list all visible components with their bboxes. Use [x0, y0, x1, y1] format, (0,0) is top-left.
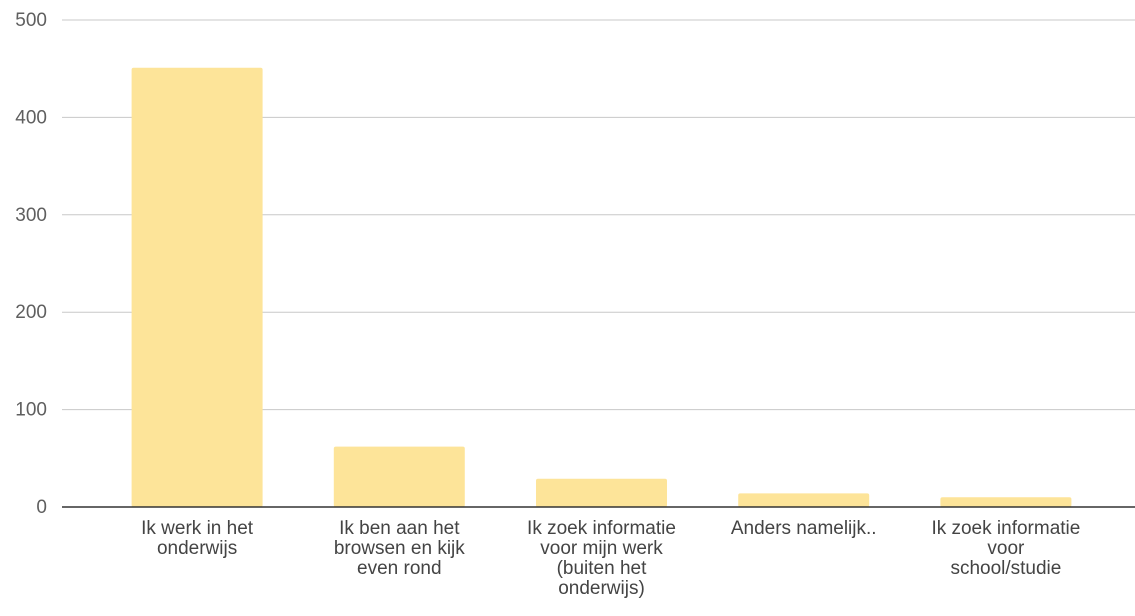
x-category-label-line: voor mijn werk — [540, 538, 663, 559]
bar — [536, 478, 667, 507]
x-category-label-line: Ik zoek informatie — [527, 518, 676, 539]
y-tick-label: 400 — [15, 107, 47, 128]
x-category-label-line: browsen en kijk — [334, 538, 465, 559]
x-category-label-line: Ik werk in het — [141, 518, 254, 539]
y-axis-ticks: 0 100 200 300 400 500 — [15, 10, 47, 518]
bar — [131, 67, 263, 507]
x-category-label: Ik zoek informatie voor school/studie — [931, 518, 1080, 579]
y-tick-label: 300 — [15, 205, 47, 226]
x-category-label-line: Ik zoek informatie — [931, 518, 1080, 539]
bar — [738, 493, 870, 507]
x-category-label-line: onderwijs) — [558, 578, 645, 599]
x-category-label: Anders namelijk.. — [731, 518, 877, 539]
bars — [131, 67, 1072, 507]
x-category-label-line: Anders namelijk.. — [731, 518, 877, 539]
x-category-label-line: onderwijs — [157, 538, 237, 559]
y-tick-label: 100 — [15, 400, 47, 421]
x-category-label-line: voor — [987, 538, 1025, 559]
x-category-label-line: even rond — [357, 558, 442, 579]
x-category-label-line: (buiten het — [557, 558, 648, 579]
y-tick-label: 200 — [15, 302, 47, 323]
x-category-label: Ik werk in het onderwijs — [141, 518, 254, 559]
y-tick-label: 0 — [36, 497, 47, 518]
x-axis-category-labels: Ik werk in het onderwijs Ik ben aan het bro… — [141, 518, 1080, 599]
y-tick-label: 500 — [15, 10, 47, 31]
x-category-label: Ik zoek informatie voor mijn werk (buiten … — [527, 518, 676, 599]
bar — [940, 497, 1072, 507]
x-category-label: Ik ben aan het browsen en kijk even rond — [334, 518, 465, 579]
bar — [333, 446, 465, 507]
x-category-label-line: school/studie — [950, 558, 1061, 579]
x-category-label-line: Ik ben aan het — [339, 518, 460, 539]
